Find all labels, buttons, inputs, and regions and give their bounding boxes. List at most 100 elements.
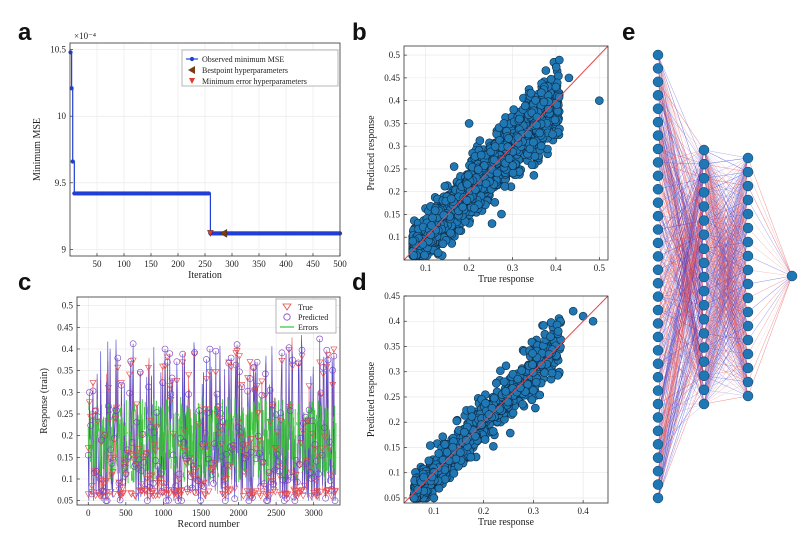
network-node	[652, 479, 664, 490]
legend-swatch-min-error	[189, 78, 195, 84]
scatter-point	[500, 182, 510, 191]
network-node	[698, 398, 710, 410]
scatter-point	[463, 170, 473, 180]
network-edge	[747, 171, 793, 277]
network-node	[652, 251, 664, 262]
scatter-point	[428, 213, 437, 223]
scatter-point	[539, 321, 548, 330]
scatter-point	[527, 160, 537, 170]
x-tick-label: 0.2	[478, 506, 489, 516]
network-node	[698, 172, 710, 184]
scatter-point	[438, 432, 448, 442]
network-edge	[747, 157, 793, 277]
scatter-point	[460, 427, 469, 437]
network-node	[652, 90, 664, 101]
y-tick-label: 0.05	[384, 493, 400, 503]
network-node	[652, 304, 664, 316]
x-tick-label: 0.2	[463, 263, 474, 273]
network-node	[742, 334, 754, 346]
scatter-point	[492, 379, 501, 388]
y-tick-label: 0.35	[57, 366, 73, 376]
panel-letter-d: d	[352, 269, 367, 296]
network-node	[652, 76, 664, 88]
scatter-point	[499, 119, 509, 128]
scatter-point	[548, 129, 557, 139]
network-node	[698, 243, 710, 255]
network-node	[786, 270, 798, 282]
scatter-point	[546, 74, 556, 84]
legend-box	[181, 49, 339, 87]
network-node	[652, 331, 664, 343]
network-node	[652, 49, 664, 61]
scatter-point	[490, 197, 500, 207]
scatter-point	[520, 101, 530, 111]
scatter-point	[501, 387, 511, 396]
scatter-point	[493, 168, 502, 178]
network-node	[698, 201, 710, 212]
scatter-point	[547, 368, 557, 378]
scatter-point	[489, 442, 498, 451]
y-axis-label: Minimum MSE	[32, 118, 43, 181]
x-tick-label: 0.1	[420, 263, 431, 273]
network-node	[742, 292, 754, 304]
network-edge	[747, 275, 793, 327]
x-tick-label: 2500	[267, 508, 286, 518]
scatter-point	[553, 327, 563, 336]
network-node	[652, 103, 664, 114]
network-node	[742, 194, 754, 206]
scatter-point	[503, 397, 513, 407]
scatter-point	[499, 377, 509, 387]
scatter-point	[564, 73, 574, 83]
scatter-point	[446, 228, 455, 238]
chart-b-scatter-train: 0.1 0.2 0.3 0.4 0.50.10.150.20.250.30.350.40…	[366, 45, 609, 285]
y-tick-label: 0.2	[62, 431, 73, 441]
network-node	[698, 356, 710, 367]
scatter-point	[503, 142, 513, 152]
observed-min-mse-point	[206, 191, 211, 196]
network-node	[652, 465, 664, 477]
y-tick-label: 0.05	[57, 496, 73, 506]
y-tick-label: 0.2	[389, 417, 400, 427]
network-node	[742, 390, 754, 402]
network-node	[698, 299, 710, 311]
network-node	[742, 320, 754, 332]
y-tick-label: 0.3	[389, 141, 401, 151]
chart-a-min-mse: 50 100 150 200 250 300 350 400 450 50099.51010.5I…	[32, 31, 347, 281]
scatter-point	[551, 82, 561, 92]
panel-letter-c: c	[18, 269, 31, 296]
network-node	[652, 492, 664, 504]
x-axis-label: Iteration	[188, 270, 222, 281]
network-edge	[747, 275, 793, 285]
scatter-point	[595, 96, 604, 105]
panel-letter-b: b	[352, 19, 367, 46]
network-edge	[747, 275, 793, 369]
scatter-point	[476, 150, 486, 160]
y-tick-label: 0.2	[389, 187, 400, 197]
scatter-point	[515, 114, 524, 124]
scatter-point	[552, 100, 562, 109]
chart-e-network-diagram	[652, 49, 798, 504]
scatter-point	[433, 248, 443, 258]
x-tick-label: 0.3	[507, 263, 519, 273]
scatter-point	[464, 119, 474, 128]
network-node	[652, 358, 664, 370]
x-tick-label: 100	[117, 259, 131, 269]
network-node	[652, 237, 664, 249]
y-tick-label: 10	[57, 111, 67, 121]
scatter-point	[418, 239, 428, 249]
scatter-point	[408, 236, 418, 246]
y-tick-label: 9	[62, 244, 67, 254]
legend-entry-1: Bestpoint hyperparameters	[202, 66, 288, 75]
network-node	[652, 318, 664, 329]
x-axis-label: Record number	[178, 519, 241, 530]
network-edge	[747, 213, 793, 277]
x-tick-label: 150	[144, 259, 158, 269]
y-tick-label: 0.3	[62, 387, 74, 397]
scatter-point	[424, 456, 434, 466]
scatter-point	[523, 129, 533, 139]
scatter-point	[420, 250, 429, 260]
network-node	[742, 208, 754, 220]
observed-min-mse-point	[70, 159, 75, 164]
scatter-point	[475, 136, 485, 145]
